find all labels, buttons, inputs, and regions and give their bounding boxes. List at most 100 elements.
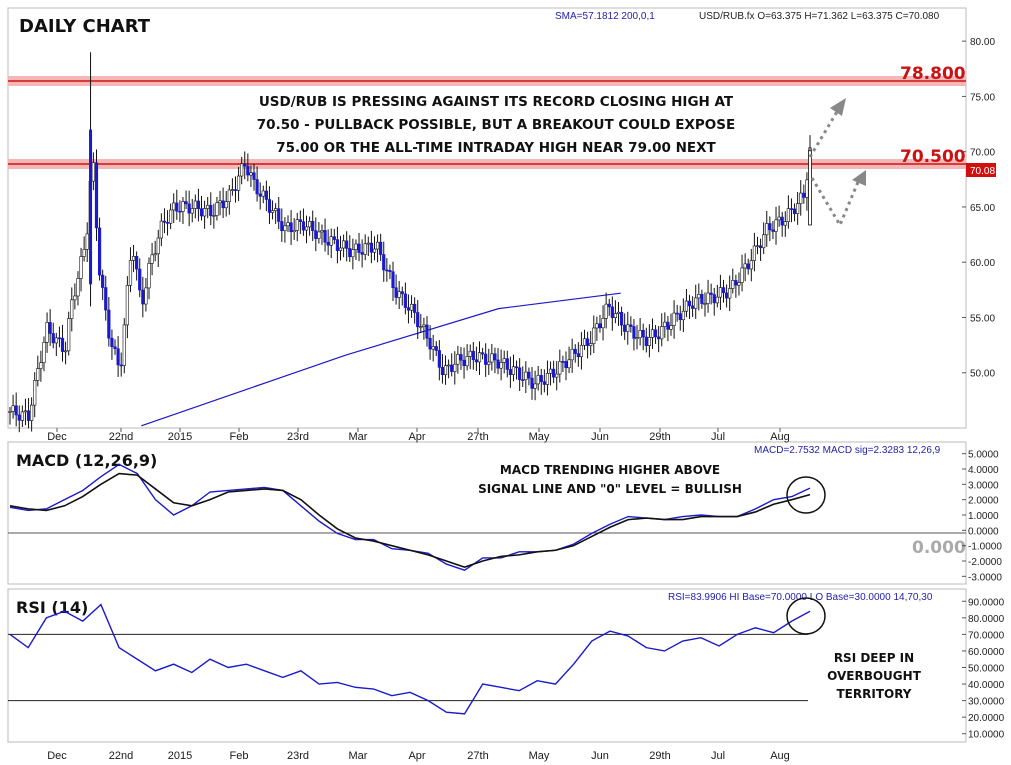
candle-body — [505, 358, 509, 370]
candle-body — [728, 288, 732, 299]
candle-body — [326, 241, 330, 246]
macd-panel-frame — [7, 441, 967, 585]
candle-body — [422, 324, 426, 327]
candle-body — [774, 219, 778, 232]
candle-body — [391, 271, 395, 289]
candle-body — [650, 329, 655, 338]
candle-body — [777, 216, 781, 221]
candle-body — [657, 336, 661, 340]
candle-body — [496, 359, 500, 369]
candle-body — [348, 248, 352, 258]
x-tick-label: 23rd — [287, 431, 309, 443]
candle-body — [39, 362, 43, 369]
macd-highlight-circle — [786, 476, 826, 514]
candle-body — [514, 366, 519, 369]
candle-body — [459, 354, 463, 361]
rsi-ytick-label: 60.0000 — [968, 647, 1005, 658]
x-tick-label-bottom: Mar — [349, 750, 368, 762]
candle-body — [694, 297, 698, 309]
candle-body — [156, 237, 160, 255]
candle-body — [406, 307, 411, 311]
candle-body — [48, 322, 52, 334]
candle-body — [567, 359, 571, 369]
candle-body — [434, 346, 438, 351]
candle-body — [644, 336, 648, 346]
rsi-panel-frame — [7, 588, 967, 743]
candle-body — [684, 300, 689, 312]
candle-body — [196, 200, 201, 210]
candle-body — [740, 267, 744, 283]
candle-body — [82, 249, 86, 257]
candle-body — [97, 227, 102, 276]
x-tick-label: 2015 — [168, 431, 192, 443]
candle-body — [335, 239, 340, 251]
candle-body — [465, 356, 469, 367]
candle-body — [147, 263, 151, 289]
candle-body — [94, 162, 99, 229]
x-tick-label-bottom: 29th — [649, 750, 670, 762]
candle-body — [91, 162, 95, 182]
rsi-ytick-label: 10.0000 — [968, 730, 1005, 741]
candle-body — [462, 359, 466, 367]
candle-body — [283, 225, 287, 232]
rsi-annotation-2: OVERBOUGHT — [827, 669, 922, 683]
candle-body — [385, 269, 389, 272]
candle-body — [341, 240, 346, 249]
candle-body — [511, 366, 516, 375]
candle-body — [758, 245, 763, 249]
candle-body — [440, 367, 445, 375]
rsi-line — [9, 603, 811, 715]
macd-ytick-label: -3.0000 — [968, 572, 1002, 583]
candle-body — [345, 240, 349, 249]
candle-body — [480, 352, 485, 355]
candle-body — [397, 291, 401, 298]
candle-body — [42, 342, 46, 363]
candle-body — [178, 210, 182, 213]
price-ytick-label: 50.00 — [970, 369, 995, 380]
macd-ytick-label: 5.0000 — [968, 450, 999, 461]
candle-body — [221, 200, 225, 209]
candle-body — [502, 358, 506, 363]
candle-body — [762, 234, 766, 249]
rsi-ytick-label: 50.0000 — [968, 664, 1005, 675]
x-tick-label: 22nd — [109, 431, 133, 443]
candle-body — [539, 375, 543, 382]
candle-body — [224, 201, 228, 209]
candle-body — [493, 353, 497, 361]
candle-body — [573, 348, 577, 354]
candle-body — [274, 208, 278, 211]
candle-body — [338, 247, 343, 251]
breakout-arrow — [808, 109, 840, 158]
price-ytick-label: 70.00 — [970, 148, 995, 159]
candle-body — [33, 380, 37, 406]
candle-body — [36, 368, 40, 381]
candle-body — [243, 163, 247, 167]
rsi-title: RSI (14) — [16, 598, 88, 617]
candle-body — [169, 209, 173, 224]
candle-body — [780, 216, 784, 226]
candle-body — [443, 365, 448, 375]
candle-body — [802, 192, 806, 198]
candle-body — [261, 190, 265, 197]
x-tick-label-bottom: 2015 — [168, 750, 192, 762]
candle-body — [487, 361, 491, 365]
candle-body — [703, 303, 707, 305]
x-tick-label-bottom: Jul — [711, 750, 725, 762]
candle-body — [51, 333, 55, 344]
price-ytick-label: 75.00 — [970, 92, 995, 103]
candle-body — [675, 312, 679, 315]
candle-body — [508, 369, 512, 375]
candle-body — [70, 299, 74, 319]
candle-body — [107, 309, 111, 339]
candle-body — [450, 364, 454, 372]
candle-body — [20, 411, 24, 421]
x-tick-label: Apr — [408, 431, 425, 443]
candle-body — [104, 287, 108, 311]
candle-body — [582, 338, 587, 346]
candle-body — [323, 230, 327, 243]
candle-body — [8, 411, 12, 413]
candle-body — [527, 371, 531, 379]
annotation-line-2: 70.50 - PULLBACK POSSIBLE, BUT A BREAKOU… — [257, 117, 735, 133]
candle-body — [17, 414, 21, 421]
candle-body — [236, 175, 241, 191]
